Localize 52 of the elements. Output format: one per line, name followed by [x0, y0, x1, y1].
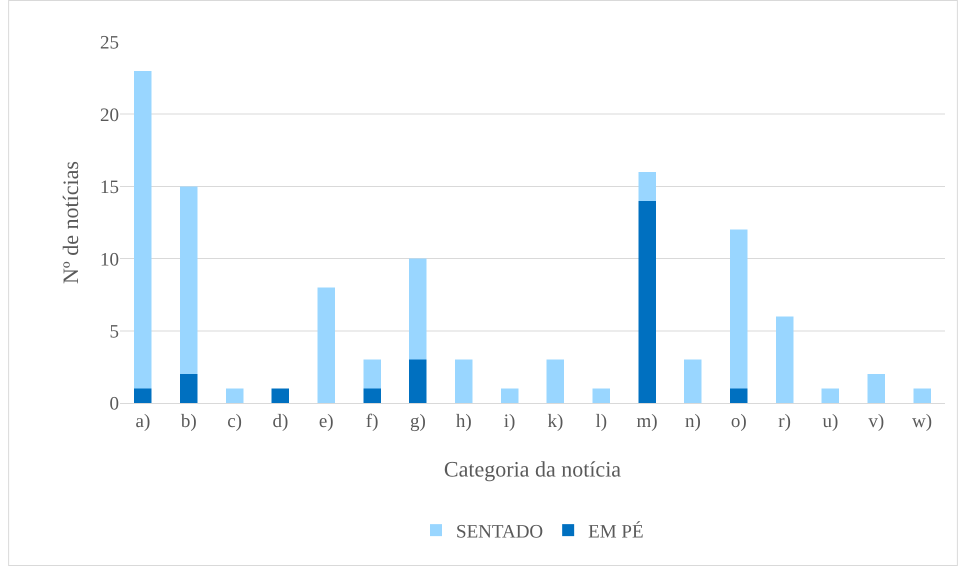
bar	[409, 258, 427, 360]
bar	[134, 70, 152, 389]
bar	[363, 388, 381, 403]
bar	[730, 230, 748, 389]
legend-label: EM PÉ	[588, 520, 644, 543]
bar	[134, 388, 152, 403]
x-tick-label: e)	[318, 410, 334, 432]
bar	[638, 200, 656, 403]
x-tick-label: w)	[912, 410, 932, 432]
x-tick-label: m)	[636, 410, 658, 432]
y-tick-label: 0	[110, 394, 119, 415]
bar	[180, 374, 198, 403]
bar	[546, 360, 564, 403]
x-tick-label: v)	[868, 410, 884, 432]
bar	[500, 388, 518, 403]
x-tick-label: n)	[685, 410, 701, 432]
bar	[638, 172, 656, 201]
y-tick-label: 5	[110, 321, 119, 342]
bar	[409, 360, 427, 403]
x-tick-label: f)	[366, 410, 378, 432]
x-tick-label: l)	[595, 410, 608, 432]
x-tick-label: r)	[778, 410, 791, 432]
bar	[180, 186, 198, 374]
bar	[776, 316, 794, 403]
x-tick-label: h)	[456, 410, 472, 432]
bar	[363, 360, 381, 389]
x-tick-label: a)	[136, 410, 150, 432]
y-axis-title: Nº de notícias	[58, 161, 83, 284]
bar	[318, 287, 335, 403]
y-tick-label: 25	[100, 32, 119, 54]
bar	[226, 388, 244, 403]
bar	[913, 388, 931, 403]
bar	[592, 388, 610, 403]
bar	[455, 360, 472, 403]
bar	[822, 388, 840, 403]
y-tick-label: 20	[100, 104, 119, 126]
x-axis-title: Categoria da notícia	[444, 456, 622, 482]
x-tick-label: o)	[730, 410, 747, 432]
x-tick-label: g)	[410, 410, 426, 432]
x-tick-label: u)	[822, 410, 838, 432]
x-tick-label: b)	[180, 410, 197, 432]
legend-label: SENTADO	[456, 522, 544, 543]
x-tick-label: k)	[548, 410, 564, 432]
y-tick-label: 10	[100, 249, 119, 270]
y-tick-label: 15	[100, 177, 119, 198]
x-tick-label: i)	[504, 410, 516, 432]
bar	[868, 374, 885, 403]
bar	[730, 388, 748, 403]
x-tick-label: c)	[227, 410, 242, 432]
bar	[272, 388, 290, 403]
x-tick-label: d)	[272, 410, 288, 432]
bar	[684, 360, 702, 403]
